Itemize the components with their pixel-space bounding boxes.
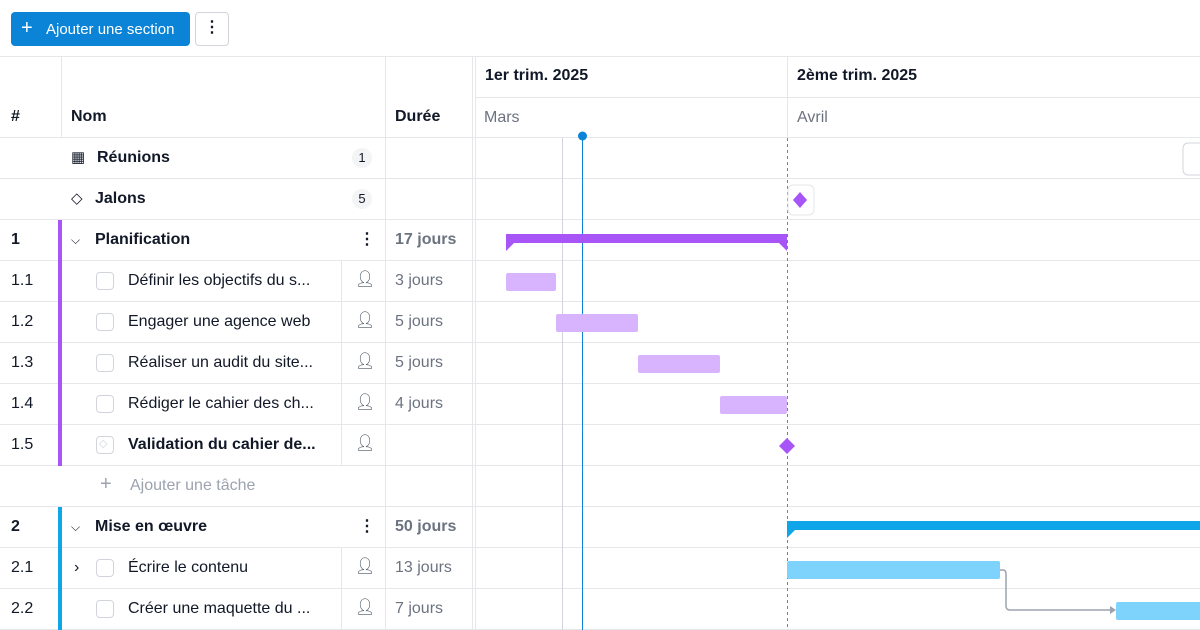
- add-section-button[interactable]: + Ajouter une section: [11, 12, 190, 46]
- row: 2.1 › Écrire le contenu 👤︎ 13 jours: [0, 548, 1200, 589]
- col-number: #: [11, 108, 20, 125]
- task-duration: 5 jours: [395, 313, 444, 330]
- checkbox: [96, 395, 114, 413]
- checkbox: [96, 600, 114, 618]
- row-icon: ▦: [71, 149, 86, 166]
- section-menu: ⋮: [359, 518, 375, 535]
- row-number: 2.2: [11, 600, 34, 617]
- row-number: 2: [11, 518, 20, 535]
- section-stripe: [58, 507, 62, 630]
- month-sep: [787, 56, 788, 138]
- task-name: Écrire le contenu: [128, 559, 249, 576]
- quarter: 1er trim. 2025: [485, 67, 589, 84]
- header-divider: [475, 97, 1200, 98]
- row-number: 2.1: [11, 559, 34, 576]
- row-number: 1.2: [11, 313, 34, 330]
- task-duration: 4 jours: [395, 395, 444, 412]
- cell-sep: [341, 425, 342, 465]
- row-number: 1.4: [11, 395, 34, 412]
- cell-sep: [341, 384, 342, 424]
- add-section-label: Ajouter une section: [46, 21, 175, 38]
- checkbox: [96, 272, 114, 290]
- month: Avril: [797, 109, 828, 126]
- row: ◇ Jalons 5: [0, 179, 1200, 220]
- assignee-icon: 👤︎: [355, 435, 376, 452]
- cell-sep: [341, 589, 342, 629]
- row: 1.2 Engager une agence web 👤︎ 5 jours: [0, 302, 1200, 343]
- task-name: Créer une maquette du ...: [128, 600, 311, 617]
- chevron: ⌵: [71, 520, 81, 534]
- row: 2.2 Créer une maquette du ... 👤︎ 7 jours: [0, 589, 1200, 630]
- col-sep: [385, 56, 386, 630]
- assignee-icon: 👤︎: [355, 312, 376, 329]
- row-label: Réunions: [97, 149, 170, 166]
- row-label: Jalons: [95, 190, 146, 207]
- task-duration: 5 jours: [395, 354, 444, 371]
- assignee-icon: 👤︎: [355, 558, 376, 575]
- plus-icon: +: [100, 473, 112, 495]
- task-name: Engager une agence web: [128, 313, 311, 330]
- col-sep: [61, 56, 62, 138]
- plus-icon: +: [21, 17, 33, 39]
- section-menu: ⋮: [359, 231, 375, 248]
- row: + Ajouter une tâche: [0, 466, 1200, 507]
- col-sep: [475, 56, 476, 630]
- assignee-icon: 👤︎: [355, 271, 376, 288]
- cell-sep: [341, 302, 342, 342]
- col-duration: Durée: [395, 108, 441, 125]
- checkbox: [96, 313, 114, 331]
- assignee-icon: 👤︎: [355, 353, 376, 370]
- checkbox: [96, 559, 114, 577]
- cell-sep: [341, 343, 342, 383]
- section-duration: 17 jours: [395, 231, 457, 248]
- section-duration: 50 jours: [395, 518, 457, 535]
- assignee-icon: 👤︎: [355, 599, 376, 616]
- task-name: Rédiger le cahier des ch...: [128, 395, 314, 412]
- more-button[interactable]: ⋮: [195, 12, 229, 46]
- section-name: Mise en œuvre: [95, 518, 208, 535]
- section-name: Planification: [95, 231, 191, 248]
- row-icon: ◇: [71, 190, 83, 207]
- checkbox: [96, 354, 114, 372]
- table-border: [0, 56, 1200, 57]
- cell-sep: [341, 261, 342, 301]
- count-badge: 5: [352, 189, 372, 209]
- count-badge: 1: [352, 148, 372, 168]
- task-name: Validation du cahier de...: [128, 436, 316, 453]
- row: 1.5 ◇ Validation du cahier de... 👤︎: [0, 425, 1200, 466]
- add-task: Ajouter une tâche: [130, 477, 256, 494]
- row: 1.3 Réaliser un audit du site... 👤︎ 5 jours: [0, 343, 1200, 384]
- row-number: 1.3: [11, 354, 34, 371]
- row: 2 ⌵ Mise en œuvre ⋮ 50 jours: [0, 507, 1200, 548]
- month: Mars: [484, 109, 520, 126]
- milestone-icon: ◇: [99, 438, 108, 450]
- task-duration: 13 jours: [395, 559, 452, 576]
- expand: ›: [74, 559, 80, 576]
- task-duration: 7 jours: [395, 600, 444, 617]
- row-number: 1.1: [11, 272, 34, 289]
- cell-sep: [341, 548, 342, 588]
- header-bottom: [0, 137, 1200, 138]
- row-number: 1.5: [11, 436, 34, 453]
- task-name: Définir les objectifs du s...: [128, 272, 311, 289]
- col-sep: [472, 56, 473, 630]
- checkbox: ◇: [96, 436, 114, 454]
- assignee-icon: 👤︎: [355, 394, 376, 411]
- chevron: ⌵: [71, 233, 81, 247]
- section-stripe: [58, 220, 62, 466]
- row: 1.1 Définir les objectifs du s... 👤︎ 3 jour…: [0, 261, 1200, 302]
- quarter: 2ème trim. 2025: [797, 67, 918, 84]
- task-duration: 3 jours: [395, 272, 444, 289]
- row: 1 ⌵ Planification ⋮ 17 jours: [0, 220, 1200, 261]
- row-number: 1: [11, 231, 20, 248]
- row: ▦ Réunions 1: [0, 138, 1200, 179]
- row: 1.4 Rédiger le cahier des ch... 👤︎ 4 jours: [0, 384, 1200, 425]
- task-name: Réaliser un audit du site...: [128, 354, 313, 371]
- col-name: Nom: [71, 108, 107, 125]
